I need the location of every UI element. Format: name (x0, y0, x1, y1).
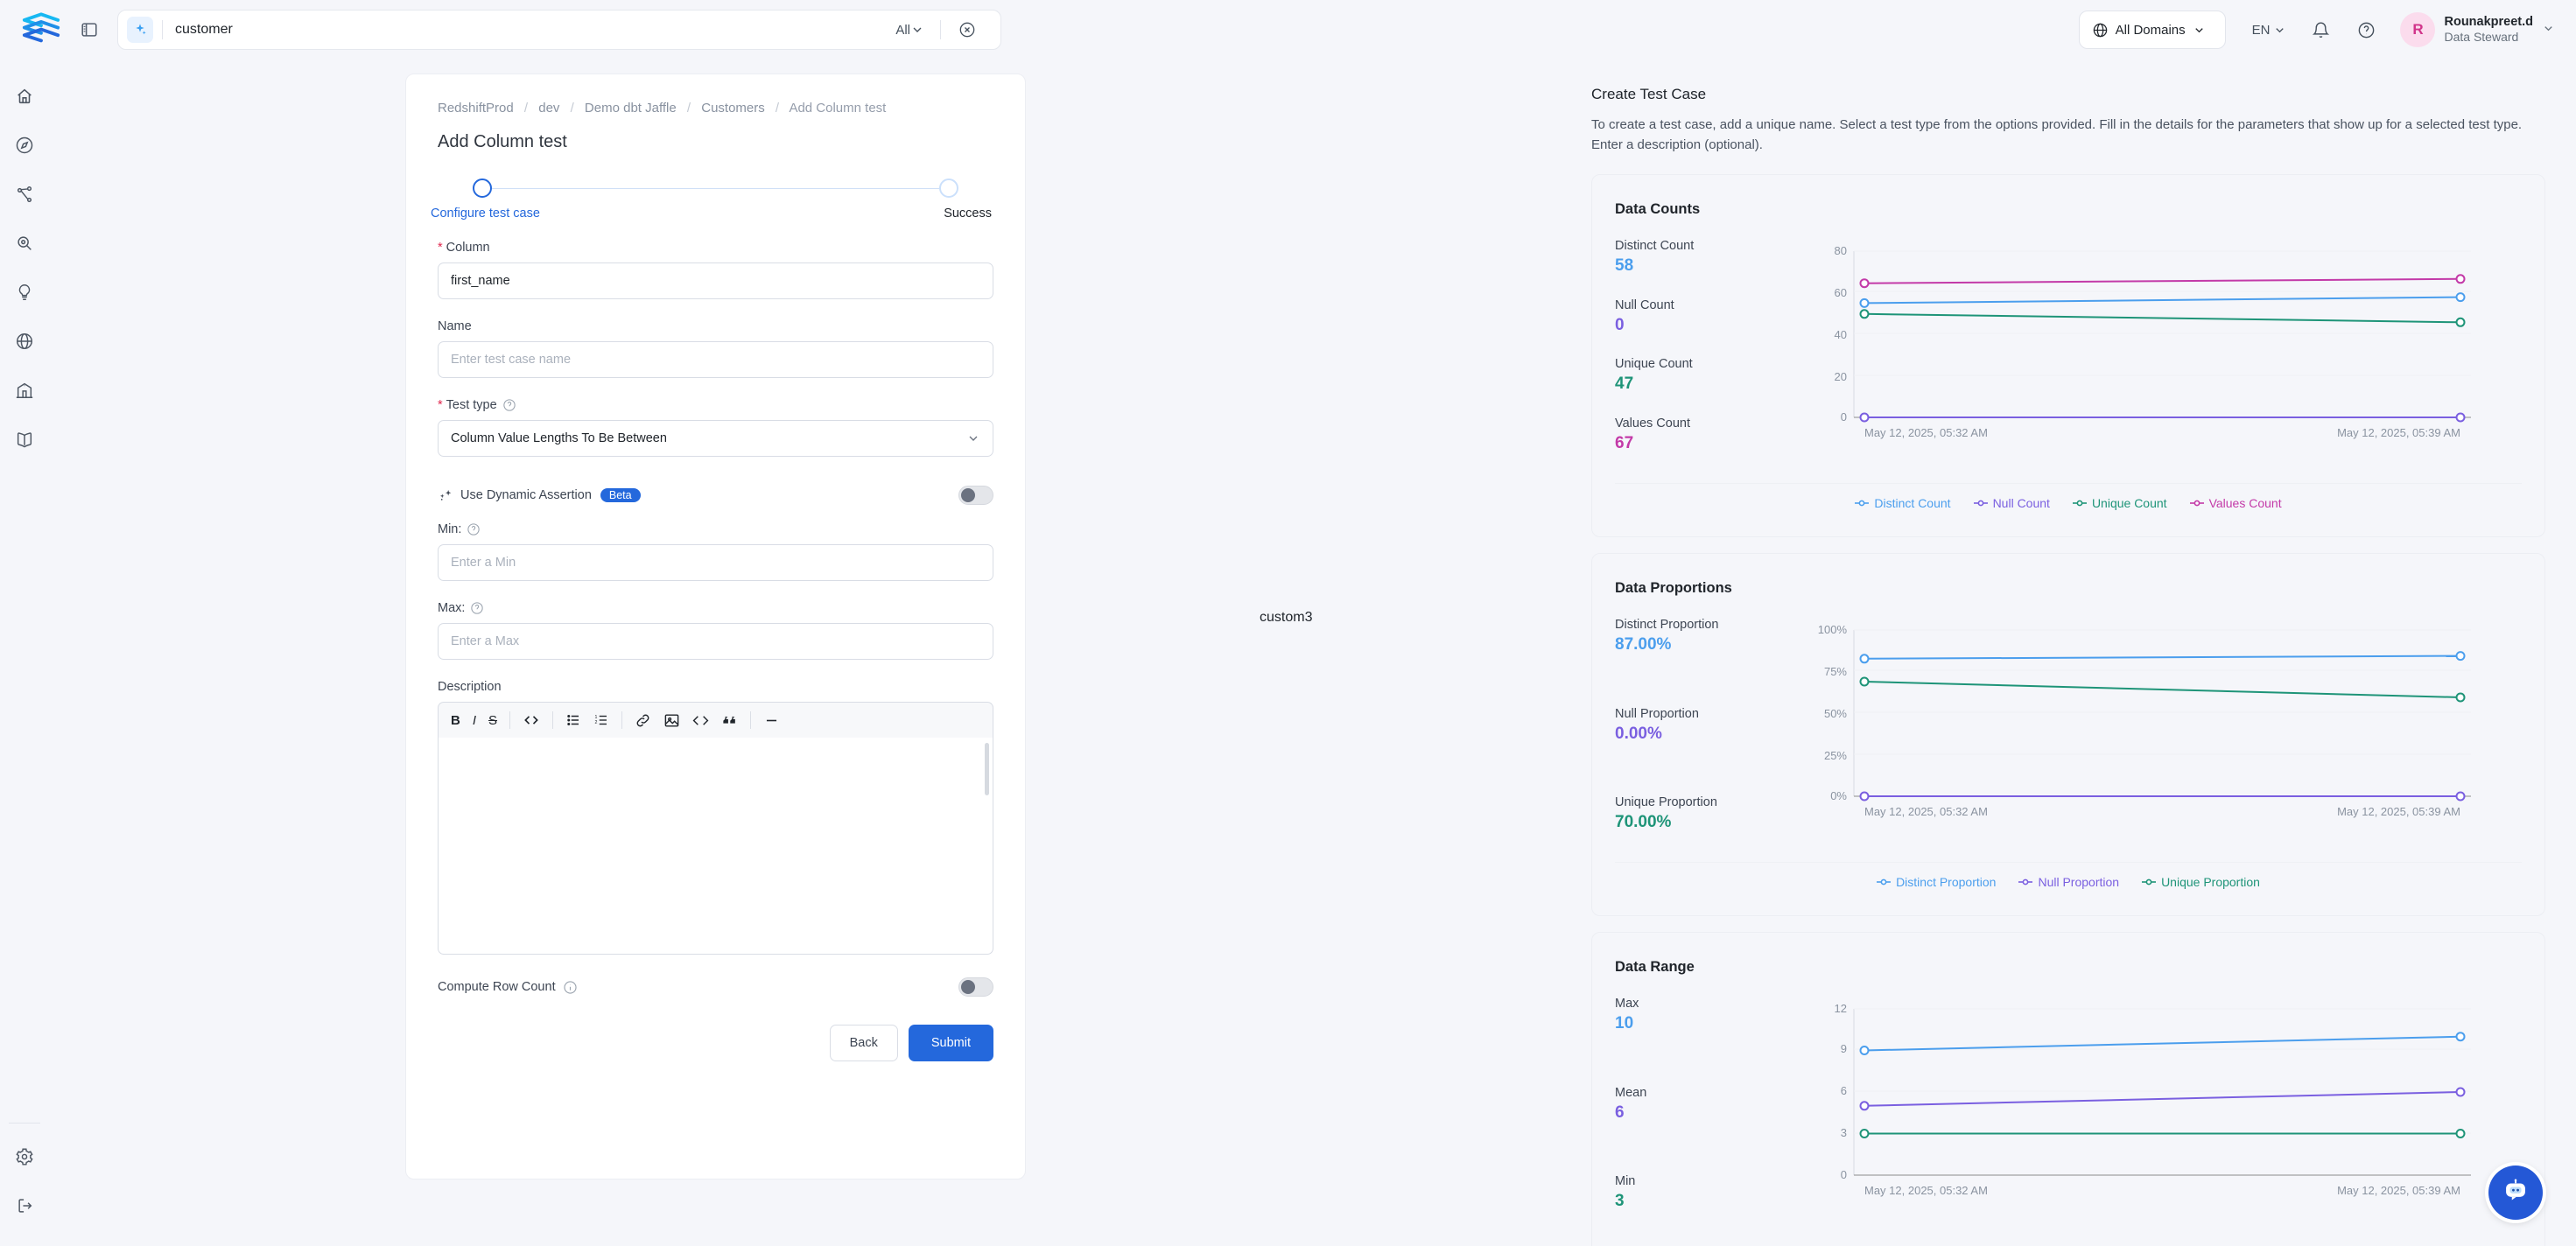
svg-text:20: 20 (1835, 370, 1847, 383)
svg-text:0: 0 (1841, 1168, 1847, 1181)
svg-text:40: 40 (1835, 328, 1847, 341)
svg-text:May 12, 2025, 05:32 AM: May 12, 2025, 05:32 AM (1864, 1184, 1988, 1197)
svg-text:1: 1 (595, 715, 598, 720)
svg-text:75%: 75% (1824, 665, 1847, 678)
svg-text:80: 80 (1835, 244, 1847, 257)
svg-text:May 12, 2025, 05:32 AM: May 12, 2025, 05:32 AM (1864, 805, 1988, 818)
svg-text:100%: 100% (1818, 623, 1848, 636)
svg-text:25%: 25% (1824, 749, 1847, 762)
svg-text:0%: 0% (1830, 789, 1847, 802)
svg-text:May 12, 2025, 05:39 AM: May 12, 2025, 05:39 AM (2337, 426, 2460, 439)
svg-text:60: 60 (1835, 286, 1847, 299)
svg-text:0: 0 (1841, 410, 1847, 424)
svg-text:2: 2 (595, 720, 598, 725)
svg-text:9: 9 (1841, 1042, 1847, 1055)
svg-text:3: 3 (1841, 1126, 1847, 1139)
svg-text:50%: 50% (1824, 707, 1847, 720)
svg-text:May 12, 2025, 05:39 AM: May 12, 2025, 05:39 AM (2337, 805, 2460, 818)
svg-text:May 12, 2025, 05:39 AM: May 12, 2025, 05:39 AM (2337, 1184, 2460, 1197)
svg-text:6: 6 (1841, 1084, 1847, 1097)
svg-text:12: 12 (1835, 1002, 1847, 1015)
svg-text:May 12, 2025, 05:32 AM: May 12, 2025, 05:32 AM (1864, 426, 1988, 439)
